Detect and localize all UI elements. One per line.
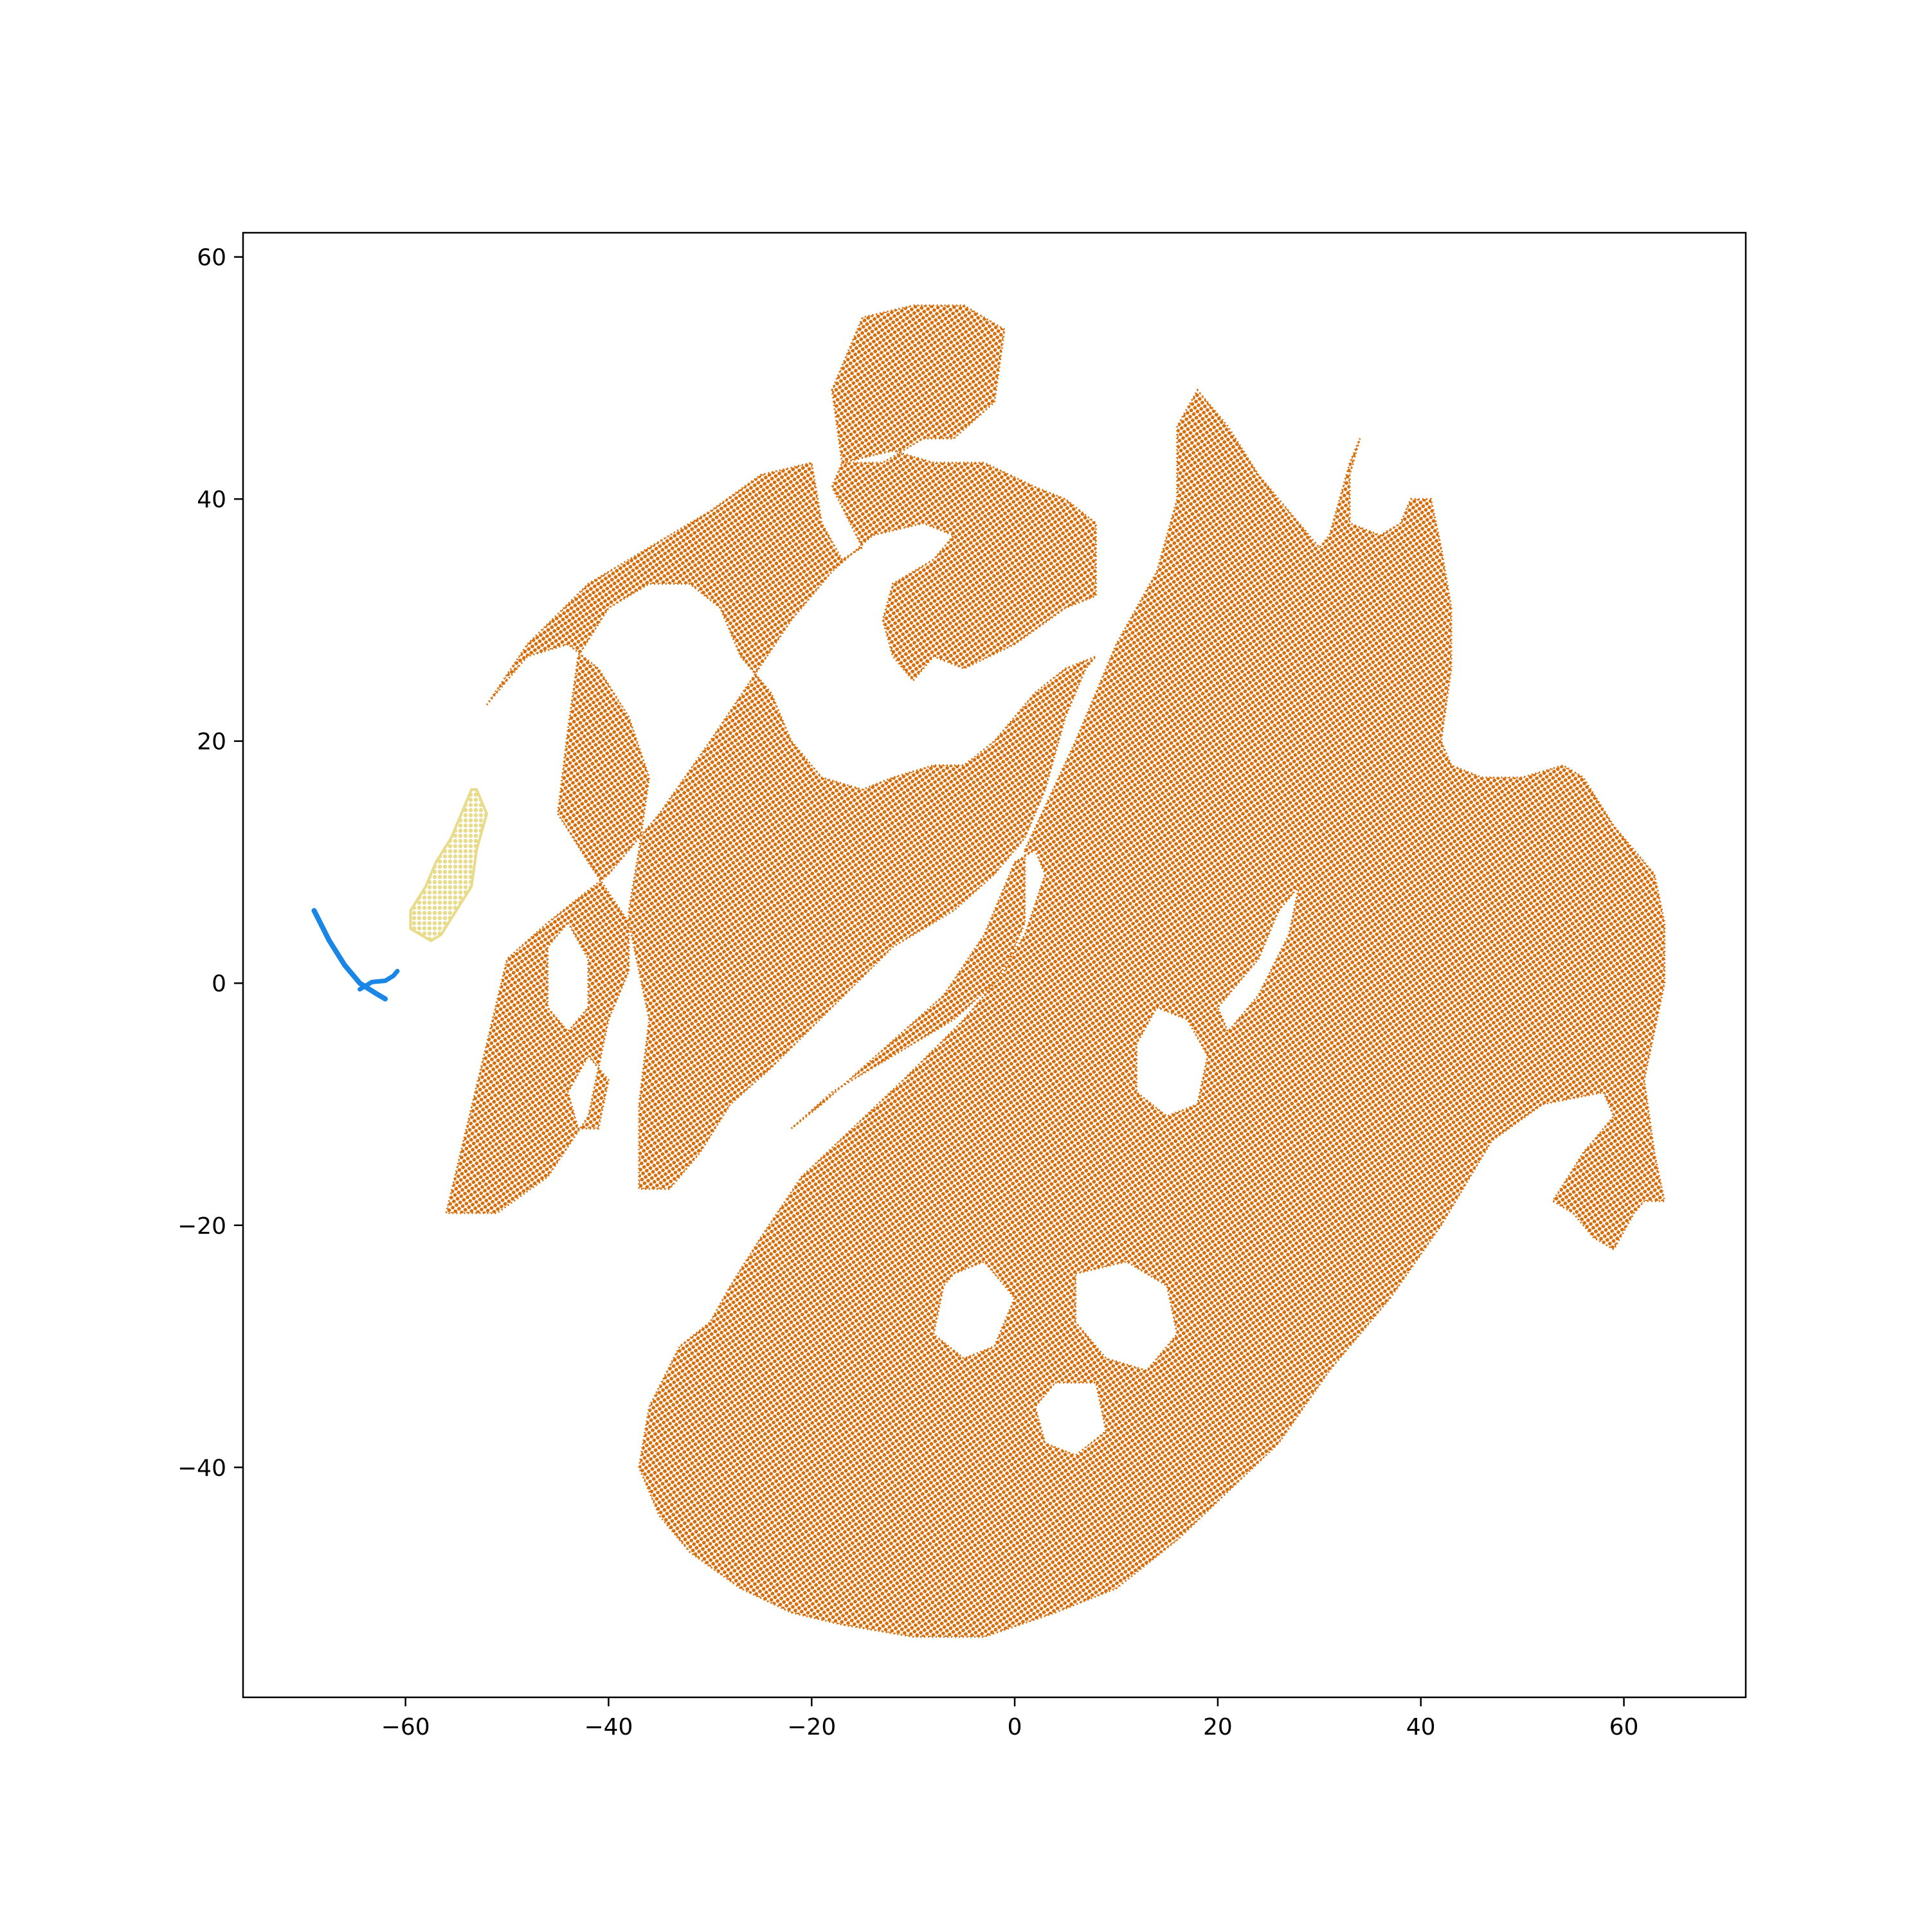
y-tick-label: 60	[197, 245, 226, 271]
x-tick-label: 40	[1406, 1714, 1436, 1740]
plot-area	[311, 304, 1666, 1638]
blue-cluster-points	[311, 908, 388, 1002]
yellow-cluster-points	[409, 788, 489, 943]
orange-cluster-points	[446, 305, 1665, 1637]
x-tick-label: 20	[1203, 1714, 1233, 1740]
y-tick-label: 40	[197, 487, 226, 513]
y-tick-label: 20	[197, 729, 226, 755]
y-tick-label: −40	[177, 1455, 226, 1481]
x-tick-label: −40	[584, 1714, 633, 1740]
x-tick-label: 60	[1609, 1714, 1639, 1740]
x-tick-label: −20	[787, 1714, 836, 1740]
y-tick-label: 0	[212, 971, 226, 997]
x-tick-label: −60	[381, 1714, 430, 1740]
axis-ticks: −60 −40 −20 0 20 40 60 −40 −20 0 20 40 60	[177, 245, 1638, 1740]
y-tick-label: −20	[177, 1213, 226, 1240]
x-tick-label: 0	[1008, 1714, 1022, 1740]
plot-frame	[242, 231, 1747, 1699]
blue-cluster-branch	[358, 968, 400, 992]
